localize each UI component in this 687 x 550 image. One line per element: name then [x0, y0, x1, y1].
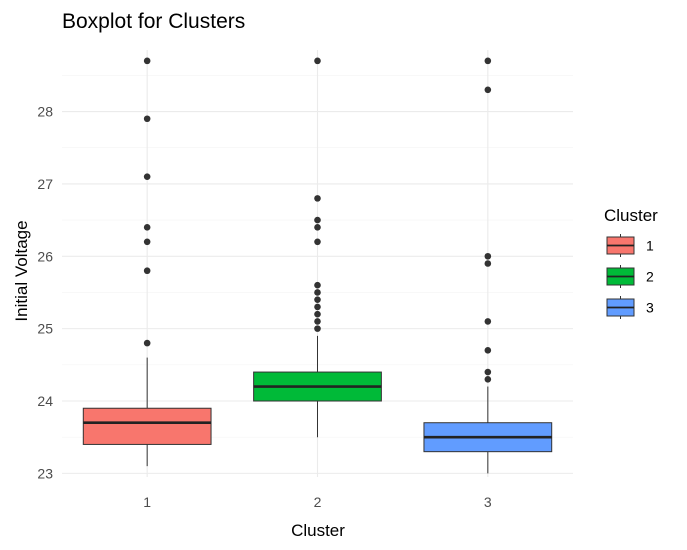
y-tick-label: 23 [37, 465, 53, 481]
outlier-point [484, 318, 492, 325]
legend-label: 1 [646, 238, 654, 254]
box-body [82, 407, 212, 445]
outlier-point [314, 289, 321, 296]
outlier-point [484, 368, 492, 376]
x-axis-ticks: 1 2 3 [143, 494, 492, 510]
outlier-point [484, 347, 492, 354]
outlier-point [314, 325, 321, 332]
y-tick-label: 28 [37, 104, 53, 120]
outlier-point [314, 238, 321, 246]
outlier-point [484, 375, 492, 383]
legend-key-3 [606, 296, 635, 319]
legend-key-2 [606, 265, 635, 288]
y-tick-label: 25 [37, 321, 53, 337]
outlier-point [484, 86, 492, 94]
outlier-point [314, 216, 321, 224]
outlier-point [143, 238, 151, 246]
outlier-point [143, 173, 151, 180]
outlier-point [314, 195, 321, 202]
outlier-point [143, 115, 151, 123]
x-axis-title: Cluster [291, 521, 345, 540]
y-tick-label: 27 [37, 176, 53, 192]
y-axis-ticks: 23 24 25 26 27 28 [37, 104, 53, 482]
legend-key-1 [606, 234, 635, 257]
box-cluster-3 [423, 57, 553, 474]
chart-title: Boxplot for Clusters [62, 10, 245, 33]
outlier-point [314, 224, 321, 231]
x-tick-label: 1 [143, 494, 151, 510]
outlier-point [314, 310, 321, 318]
box-cluster-1 [82, 57, 212, 467]
x-tick-label: 2 [314, 494, 322, 510]
outlier-point [314, 318, 321, 325]
y-tick-label: 26 [37, 248, 53, 264]
y-axis-title: Initial Voltage [12, 220, 31, 321]
outlier-point [314, 296, 321, 303]
outlier-point [314, 57, 321, 65]
legend-label: 3 [646, 300, 654, 316]
outlier-point [143, 267, 151, 275]
x-tick-label: 3 [484, 494, 492, 510]
legend: Cluster 1 2 3 [604, 206, 658, 319]
outlier-point [314, 281, 321, 289]
outlier-point [143, 339, 151, 347]
y-tick-label: 24 [37, 393, 53, 409]
box-cluster-2 [253, 57, 382, 438]
outlier-point [484, 252, 492, 260]
outlier-point [314, 303, 321, 311]
outlier-point [143, 57, 151, 65]
outlier-point [484, 57, 492, 65]
legend-title: Cluster [604, 206, 658, 225]
legend-label: 2 [646, 269, 654, 285]
outlier-point [143, 224, 151, 231]
outlier-point [484, 260, 492, 267]
boxes [82, 57, 553, 474]
